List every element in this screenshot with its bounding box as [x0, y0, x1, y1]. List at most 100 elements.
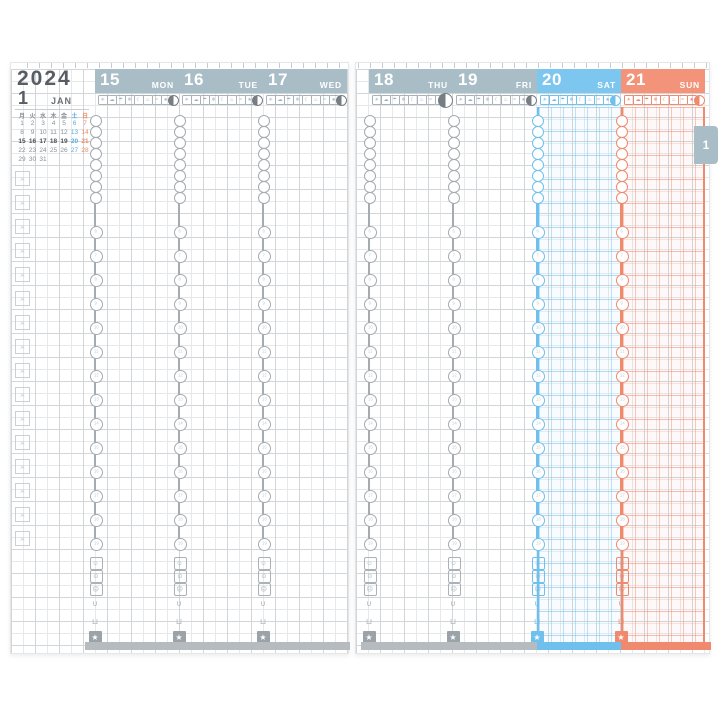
hour-mark-label: 11 — [619, 349, 625, 355]
calendar-date: 15 — [17, 138, 27, 145]
mood-sad-icon: ☹ — [615, 583, 629, 596]
hour-circle: 14 — [531, 417, 545, 431]
star-icon-glyph: ★ — [175, 633, 183, 642]
hour-circle: 12 — [447, 369, 461, 383]
mood-neutral-icon: ⊙ — [89, 570, 103, 583]
hour-mark-label: 19 — [261, 541, 267, 547]
star-icon-glyph: ★ — [163, 97, 169, 103]
mood-happy-icon: ☺ — [531, 557, 545, 570]
day-header-fri: 19 FRI — [453, 69, 537, 93]
calendar-date: 22 — [17, 147, 27, 154]
wind-icon-glyph: ≈ — [681, 97, 685, 103]
cloud-icon-glyph: ☁ — [383, 97, 389, 103]
calendar-date-label: 11 — [50, 129, 57, 136]
meal-icon-glyph: ∪ — [92, 599, 98, 608]
sun-icon-glyph: ☀ — [268, 97, 274, 103]
hour-mark-label: 9 — [368, 301, 372, 307]
hour-circle: 7 — [173, 249, 187, 263]
hour-circle: 7 — [89, 249, 103, 263]
hour-mark-label: 18 — [451, 517, 457, 523]
hour-mark-label: 14 — [261, 421, 267, 427]
hour-circle: 13 — [173, 393, 187, 407]
hour-circle: 6 — [447, 225, 461, 239]
mood-sad-icon-glyph: ☹ — [534, 586, 542, 593]
hour-mark-label: 13 — [451, 397, 457, 403]
mini-calendar: 月火水木金土日 1 2 3 4 5 6 7 8 9 10 11 12 13 14 15 16 17 18 19 20 21… — [15, 111, 91, 169]
calendar-date: 9 — [28, 129, 38, 136]
calendar-date: 29 — [17, 156, 27, 163]
hour-mark-label: 19 — [619, 541, 625, 547]
meal-icon: ∪ — [89, 599, 101, 608]
hour-mark-label: 18 — [535, 517, 541, 523]
calendar-date: 24 — [38, 147, 48, 154]
star-icon-glyph: ★ — [91, 633, 99, 642]
hour-mark-label: 12 — [535, 373, 541, 379]
day-number: 18 — [374, 70, 394, 89]
hour-mark-label: 14 — [367, 421, 373, 427]
daily-star-badge: ★ — [530, 631, 544, 644]
star-icon-glyph: ★ — [521, 97, 527, 103]
month-number-label-label: 1 — [18, 88, 29, 108]
hour-circle-compressed — [90, 192, 102, 204]
hour-circle: 14 — [615, 417, 629, 431]
calendar-date-label: 27 — [70, 147, 79, 154]
calendar-date: 1 — [17, 120, 27, 127]
calendar-date-label: 29 — [18, 156, 26, 163]
day-abbr: SAT — [597, 80, 616, 90]
calendar-date-label: 10 — [39, 129, 47, 136]
moon-phase-icon — [168, 94, 179, 106]
hour-circle: 11 — [447, 345, 461, 359]
hour-circle: 15 — [89, 441, 103, 455]
wind-icon-glyph: ≈ — [597, 97, 601, 103]
hour-mark-label: 15 — [93, 445, 99, 451]
calendar-date: 14 — [80, 129, 90, 136]
hour-mark-label: 18 — [261, 517, 267, 523]
calendar-date-label: 19 — [60, 138, 68, 145]
month-abbr-label-label: JAN — [51, 96, 73, 106]
calendar-weekday-header-label: 木 — [50, 114, 57, 120]
day-abbr: TUE — [238, 80, 258, 90]
calendar-date: 28 — [80, 147, 90, 154]
hour-circle: 16 — [447, 465, 461, 479]
hour-circle: 13 — [531, 393, 545, 407]
hour-mark-label: 11 — [177, 349, 183, 355]
todo-checkbox: × — [15, 243, 30, 258]
hour-mark-label: 6 — [620, 229, 624, 235]
hour-mark-label: 9 — [178, 301, 182, 307]
hour-circle: 19 — [363, 537, 377, 551]
moon-icon-glyph: ☾ — [578, 97, 584, 103]
calendar-weekday-header-label: 月 — [18, 114, 25, 120]
hotspring-icon-glyph: ♨ — [229, 97, 235, 103]
calendar-date: 5 — [59, 120, 69, 127]
saturday-column-tint — [537, 107, 621, 642]
hour-circle: 18 — [89, 513, 103, 527]
snow-icon-glyph: ❄ — [485, 97, 491, 103]
drink-icon: ⊔ — [363, 617, 375, 626]
hour-circle: 19 — [89, 537, 103, 551]
hour-mark-label: 12 — [93, 373, 99, 379]
hour-mark-label: 17 — [93, 493, 99, 499]
calendar-date-label: 24 — [39, 147, 47, 154]
hour-mark-label: 14 — [93, 421, 99, 427]
hour-circle: 18 — [531, 513, 545, 527]
calendar-date: 27 — [70, 147, 80, 154]
calendar-date: 18 — [49, 138, 59, 145]
hour-circle: 8 — [363, 273, 377, 287]
calendar-date-label: 15 — [18, 138, 26, 145]
drink-icon: ⊔ — [447, 617, 459, 626]
mood-sad-icon: ☹ — [531, 583, 545, 596]
calendar-date: 8 — [17, 129, 27, 136]
hour-circle: 8 — [615, 273, 629, 287]
bottom-bar-sunday — [621, 642, 711, 650]
hour-mark-label: 13 — [367, 397, 373, 403]
day-number: 19 — [458, 70, 478, 89]
calendar-weekday-header: 木 — [49, 111, 59, 120]
hour-mark-label: 11 — [451, 349, 457, 355]
hour-circle: 9 — [363, 297, 377, 311]
hotspring-icon-glyph: ♨ — [419, 97, 425, 103]
mood-happy-icon-glyph: ☺ — [450, 560, 458, 567]
hour-circle: 13 — [363, 393, 377, 407]
hour-circle: 12 — [257, 369, 271, 383]
meal-icon: ∪ — [257, 599, 269, 608]
hour-circle: 7 — [615, 249, 629, 263]
